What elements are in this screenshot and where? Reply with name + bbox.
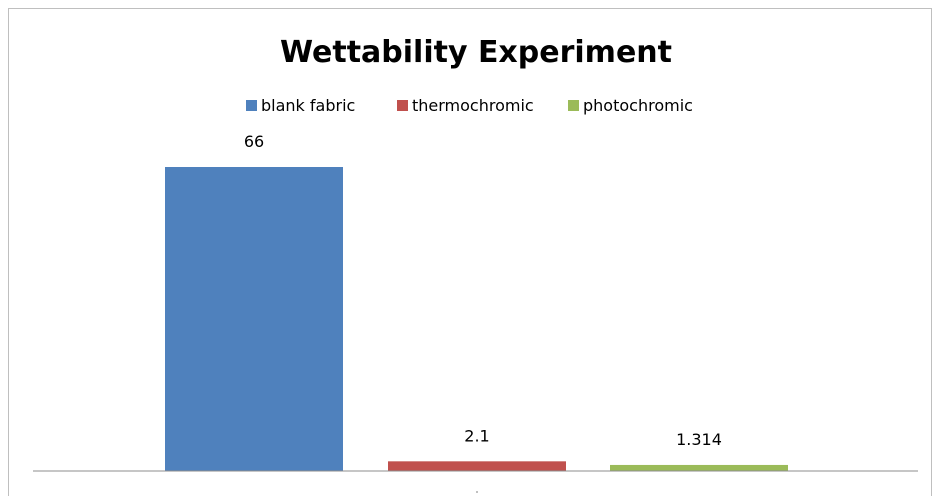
legend-swatch-blank-fabric bbox=[246, 100, 257, 111]
bar-thermochromic bbox=[388, 461, 566, 471]
data-label-thermochromic: 2.1 bbox=[464, 426, 489, 445]
bar-photochromic bbox=[610, 464, 788, 471]
legend: blank fabric thermochromic photochromic bbox=[246, 96, 693, 115]
bar-group bbox=[165, 167, 788, 471]
legend-label-blank-fabric: blank fabric bbox=[261, 96, 355, 115]
bar-blank-fabric bbox=[165, 167, 343, 471]
data-label-group: 66 2.1 1.314 bbox=[244, 132, 722, 449]
chart-frame bbox=[8, 8, 932, 496]
data-label-photochromic: 1.314 bbox=[676, 430, 722, 449]
legend-label-photochromic: photochromic bbox=[583, 96, 693, 115]
legend-label-thermochromic: thermochromic bbox=[412, 96, 534, 115]
legend-swatch-thermochromic bbox=[397, 100, 408, 111]
data-label-blank-fabric: 66 bbox=[244, 132, 264, 151]
legend-swatch-photochromic bbox=[568, 100, 579, 111]
chart-title: Wettability Experiment bbox=[280, 35, 672, 70]
